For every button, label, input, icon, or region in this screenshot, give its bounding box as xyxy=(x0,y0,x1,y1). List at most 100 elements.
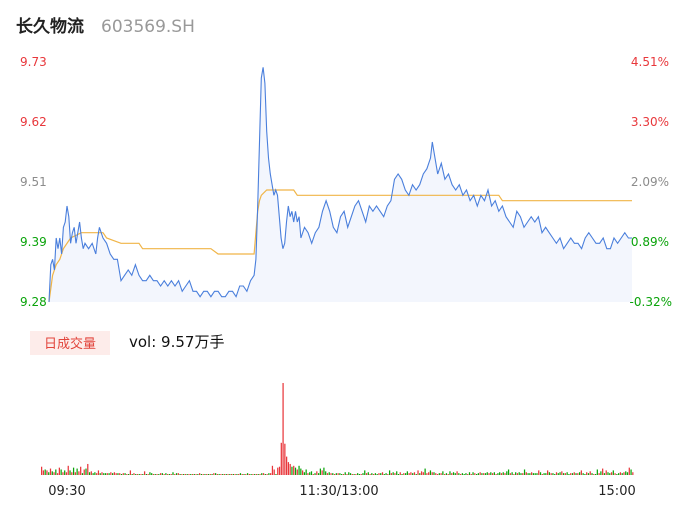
volume-bar xyxy=(586,472,588,475)
volume-bar xyxy=(243,474,245,475)
volume-bar xyxy=(225,474,227,475)
volume-bar xyxy=(186,474,188,475)
volume-bar xyxy=(591,473,593,475)
volume-bar xyxy=(568,474,570,475)
volume-bar xyxy=(562,473,565,475)
volume-bar xyxy=(191,474,194,475)
volume-bar xyxy=(216,474,219,475)
volume-bar xyxy=(394,473,396,475)
volume-bar xyxy=(268,473,270,475)
volume-bar xyxy=(163,474,165,475)
volume-bar xyxy=(72,467,75,475)
volume-bar xyxy=(108,473,110,475)
volume-bar xyxy=(165,473,167,475)
volume-bar xyxy=(573,472,575,475)
volume-bar xyxy=(71,472,73,475)
volume-bar xyxy=(60,469,62,475)
volume-bar xyxy=(69,470,71,475)
volume-bar xyxy=(339,473,341,475)
volume-bar xyxy=(465,473,467,475)
volume-bar xyxy=(174,474,176,475)
volume-bar xyxy=(594,474,597,475)
volume-bar xyxy=(259,474,261,475)
volume-bar xyxy=(202,474,204,475)
volume-bar xyxy=(333,474,336,475)
volume-bar xyxy=(481,473,483,475)
volume-bar xyxy=(232,474,234,475)
volume-bar xyxy=(531,472,533,475)
volume-bar xyxy=(518,472,520,475)
volume-bar xyxy=(559,472,561,475)
volume-bar xyxy=(362,473,364,475)
volume-bar xyxy=(85,468,87,475)
volume-bar xyxy=(83,469,85,475)
volume-bar xyxy=(509,473,511,475)
volume-bar xyxy=(88,472,91,475)
left-tick-1: 9.62 xyxy=(20,115,47,129)
volume-bar xyxy=(468,472,471,475)
volume-bar xyxy=(486,472,488,475)
volume-bar xyxy=(167,474,169,475)
volume-bar xyxy=(156,474,158,475)
left-tick-4: 9.28 xyxy=(20,295,47,309)
volume-bar xyxy=(403,473,405,475)
volume-bar xyxy=(296,469,298,475)
volume-bar xyxy=(463,474,465,475)
volume-bar xyxy=(262,473,265,475)
volume-bar xyxy=(396,471,398,475)
volume-bar xyxy=(264,474,266,475)
volume-bar xyxy=(190,474,192,475)
price-panel: 9.73 9.62 9.51 9.39 9.28 4.51% 3.30% 2.0… xyxy=(20,55,672,309)
volume-bar xyxy=(92,473,94,475)
volume-bar xyxy=(504,473,506,475)
volume-bar xyxy=(515,472,517,475)
right-tick-3: 0.89% xyxy=(631,235,669,249)
volume-bar xyxy=(399,472,401,475)
volume-bar xyxy=(614,473,616,475)
volume-bar xyxy=(554,474,556,475)
right-tick-1: 3.30% xyxy=(631,115,669,129)
volume-bar xyxy=(129,470,132,475)
volume-bar xyxy=(341,474,343,475)
volume-bar xyxy=(209,474,211,475)
volume-bar xyxy=(252,474,254,475)
volume-bar xyxy=(497,473,499,475)
volume-bar xyxy=(475,474,478,475)
volume-bar xyxy=(58,467,60,475)
volume-bar xyxy=(147,474,149,475)
volume-bar xyxy=(248,474,250,475)
volume-bar xyxy=(550,473,552,475)
volume-bar xyxy=(161,473,163,475)
volume-bar xyxy=(184,474,187,475)
volume-bar xyxy=(628,467,630,475)
volume-bar xyxy=(401,474,403,475)
volume-bar xyxy=(625,471,627,475)
volume-bar xyxy=(289,463,291,475)
volume-bar xyxy=(97,470,100,475)
volume-bar xyxy=(424,468,426,475)
price-area xyxy=(49,67,632,302)
volume-bar xyxy=(474,473,476,475)
volume-bar xyxy=(547,470,549,475)
volume-bar xyxy=(381,472,384,475)
volume-bar xyxy=(605,470,607,475)
volume-bar xyxy=(571,473,574,475)
volume-bar xyxy=(415,474,417,475)
volume-bar xyxy=(433,472,435,475)
volume-bar xyxy=(449,471,451,475)
volume-bar xyxy=(101,472,103,475)
volume-bar xyxy=(177,473,179,475)
volume-tag: 日成交量 xyxy=(44,336,96,352)
volume-bar xyxy=(181,474,183,475)
volume-bar xyxy=(46,470,48,475)
volume-bar xyxy=(286,456,288,475)
volume-bar xyxy=(589,471,591,475)
volume-bar xyxy=(172,472,174,475)
volume-bar xyxy=(126,474,128,475)
volume-bar xyxy=(420,471,423,475)
volume-bar xyxy=(307,473,309,475)
volume-bar xyxy=(575,473,577,475)
stock-code: 603569.SH xyxy=(101,17,195,37)
volume-bar xyxy=(532,473,535,475)
volume-bar xyxy=(422,472,424,475)
